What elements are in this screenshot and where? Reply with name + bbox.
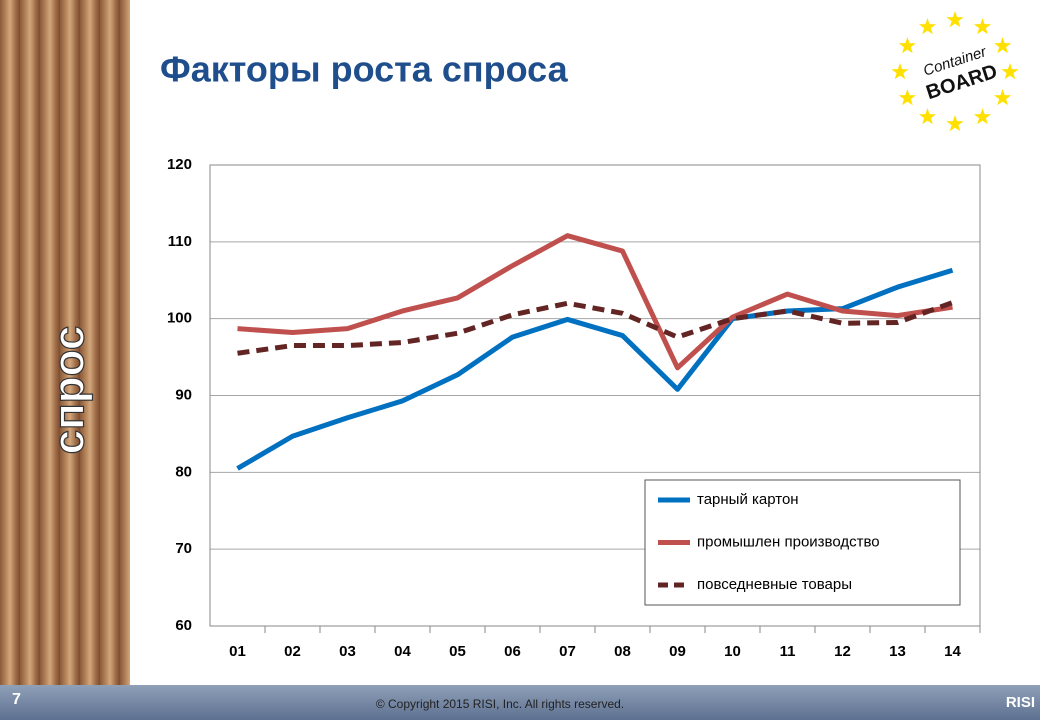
star bbox=[946, 115, 964, 132]
y-tick-label: 120 bbox=[167, 156, 192, 173]
star bbox=[946, 11, 964, 28]
y-tick-label: 100 bbox=[167, 310, 192, 327]
star bbox=[898, 37, 916, 54]
chart-title: Факторы роста спроса bbox=[160, 49, 569, 90]
star bbox=[994, 37, 1012, 54]
star bbox=[973, 18, 992, 35]
logo-stars bbox=[891, 11, 1019, 132]
star bbox=[891, 63, 909, 80]
star bbox=[994, 89, 1012, 106]
y-tick-label: 60 bbox=[175, 617, 192, 634]
page-number: 7 bbox=[12, 691, 21, 708]
x-tick-label: 04 bbox=[394, 643, 411, 660]
footer-bar bbox=[0, 685, 1040, 720]
line bbox=[236, 267, 954, 471]
line bbox=[237, 233, 953, 371]
legend-label: тарный картон bbox=[697, 491, 799, 508]
x-tick-label: 07 bbox=[559, 643, 576, 660]
y-tick-label: 80 bbox=[175, 463, 192, 480]
cardboard-strip bbox=[0, 0, 130, 685]
x-tick-label: 05 bbox=[449, 643, 466, 660]
y-tick-label: 110 bbox=[168, 233, 192, 250]
star bbox=[973, 108, 992, 125]
side-label: спрос bbox=[45, 326, 94, 455]
y-tick-label: 90 bbox=[175, 386, 192, 403]
x-tick-label: 12 bbox=[834, 643, 851, 660]
x-tick-label: 14 bbox=[944, 643, 961, 660]
x-tick-label: 08 bbox=[614, 643, 631, 660]
x-tick-label: 09 bbox=[669, 643, 686, 660]
star bbox=[898, 89, 916, 106]
y-tick-label: 70 bbox=[175, 540, 192, 557]
star bbox=[918, 108, 937, 125]
x-tick-label: 06 bbox=[504, 643, 521, 660]
x-tick-label: 11 bbox=[780, 643, 796, 660]
x-tick-label: 02 bbox=[284, 643, 301, 660]
star bbox=[1001, 63, 1019, 80]
legend-label: промышлен производство bbox=[697, 533, 880, 550]
brand: RISI bbox=[1006, 694, 1035, 711]
line bbox=[237, 300, 954, 356]
legend-label: повседневные товары bbox=[697, 576, 852, 593]
x-tick-label: 03 bbox=[339, 643, 356, 660]
copyright: © Copyright 2015 RISI, Inc. All rights r… bbox=[376, 697, 624, 711]
star bbox=[918, 18, 937, 35]
x-tick-label: 10 bbox=[724, 643, 741, 660]
legend-box bbox=[644, 479, 961, 606]
x-tick-label: 01 bbox=[229, 643, 246, 660]
x-tick-label: 13 bbox=[889, 643, 906, 660]
